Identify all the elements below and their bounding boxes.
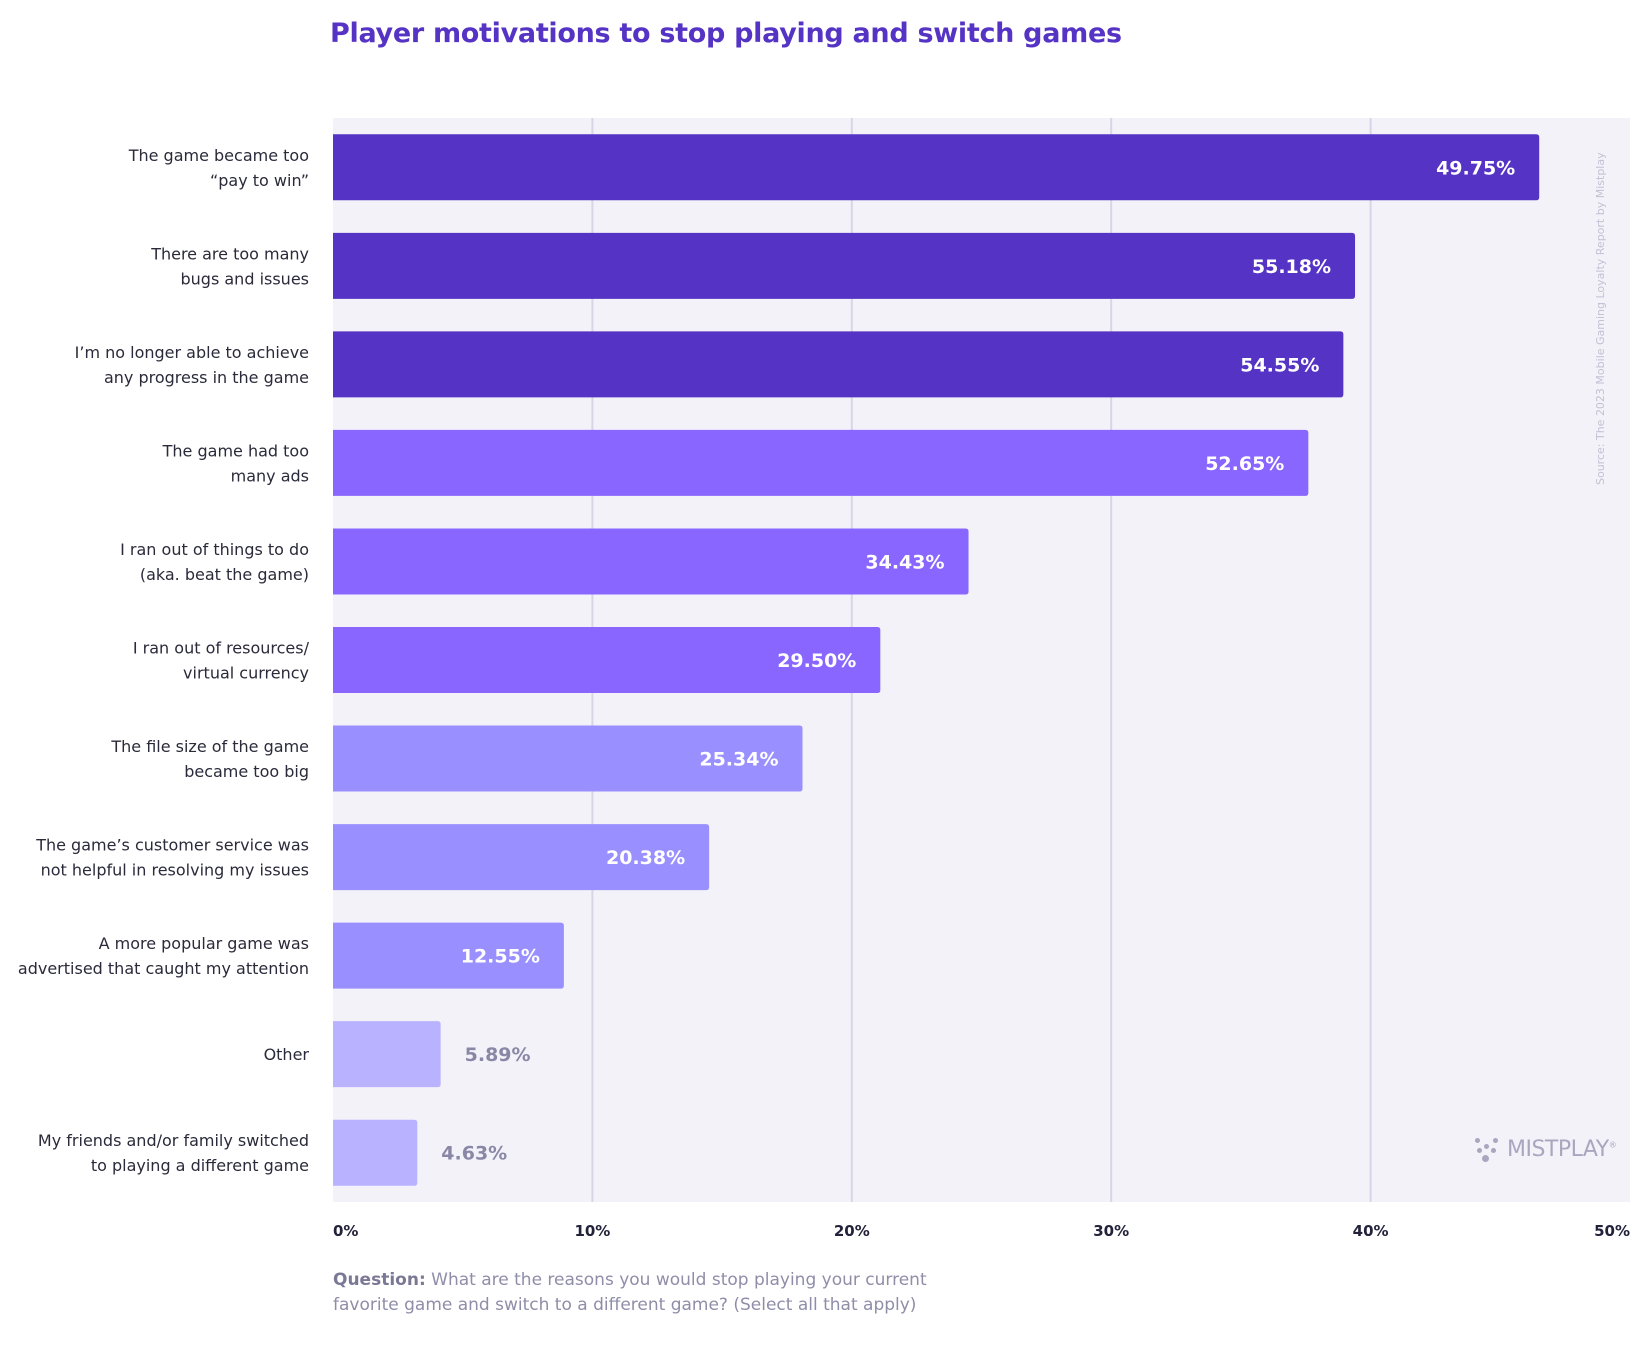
source-note: Source: The 2023 Mobile Gaming Loyalty R… [1590, 140, 1610, 490]
bar [333, 627, 881, 693]
bar-chart: 0% 10% 20% 30% 40% 50% 49.75% The game became t… [18, 118, 1630, 1240]
category-label: The game became too [128, 146, 309, 165]
category-label: There are too many [150, 244, 309, 263]
bar [333, 1119, 418, 1186]
x-tick-label: 20% [834, 1222, 870, 1240]
category-label: became too big [184, 762, 309, 781]
category-label: to playing a different game [91, 1156, 309, 1175]
x-tick-label: 0% [333, 1222, 358, 1240]
bar [333, 331, 1344, 398]
category-label: I’m no longer able to achieve [75, 343, 309, 362]
data-label: 20.38% [606, 847, 685, 869]
category-label: I ran out of things to do [120, 540, 309, 559]
bar [333, 725, 803, 792]
data-label: 49.75% [1436, 157, 1515, 179]
question-label: Question: [333, 1270, 426, 1290]
data-label: 12.55% [461, 946, 540, 968]
category-label: I ran out of resources/ [133, 639, 310, 658]
x-tick-label: 40% [1353, 1222, 1389, 1240]
bar [333, 429, 1309, 496]
category-label: “pay to win” [210, 171, 309, 190]
category-label: not helpful in resolving my issues [41, 861, 309, 880]
question-note: Question: What are the reasons you would… [333, 1268, 973, 1318]
data-label: 54.55% [1240, 354, 1319, 376]
mistplay-logo: MISTPLAY® [1475, 1136, 1617, 1162]
bar [333, 134, 1540, 201]
data-label: 5.89% [465, 1044, 531, 1066]
x-tick-label: 30% [1093, 1222, 1129, 1240]
data-label: 29.50% [777, 650, 856, 672]
chart-title: Player motivations to stop playing and s… [330, 18, 1122, 49]
data-label: 25.34% [699, 749, 778, 771]
category-label: Other [264, 1045, 310, 1064]
mistplay-logo-icon [1475, 1136, 1501, 1162]
data-label: 34.43% [865, 551, 944, 573]
bar [333, 1021, 441, 1088]
bar [333, 922, 564, 989]
x-tick-label: 10% [574, 1222, 610, 1240]
bar [333, 232, 1356, 299]
category-label: The game had too [162, 441, 309, 460]
category-label: any progress in the game [104, 368, 309, 387]
bar [333, 528, 969, 595]
category-label: virtual currency [183, 664, 309, 683]
source-text: Source: The 2023 Mobile Gaming Loyalty R… [1594, 152, 1607, 485]
bar [333, 824, 710, 891]
mistplay-logo-text: MISTPLAY® [1507, 1136, 1617, 1162]
data-label: 52.65% [1205, 453, 1284, 475]
data-label: 55.18% [1252, 256, 1331, 278]
question-text: What are the reasons you would stop play… [333, 1270, 927, 1315]
category-label: The game’s customer service was [35, 836, 309, 855]
data-label: 4.63% [441, 1143, 507, 1165]
category-label: My friends and/or family switched [38, 1131, 309, 1150]
x-tick-label: 50% [1594, 1222, 1630, 1240]
category-label: The file size of the game [110, 737, 309, 756]
category-label: bugs and issues [181, 269, 310, 288]
category-label: advertised that caught my attention [18, 959, 309, 978]
category-label: many ads [231, 466, 309, 485]
category-label: A more popular game was [99, 934, 309, 953]
category-label: (aka. beat the game) [140, 565, 309, 584]
